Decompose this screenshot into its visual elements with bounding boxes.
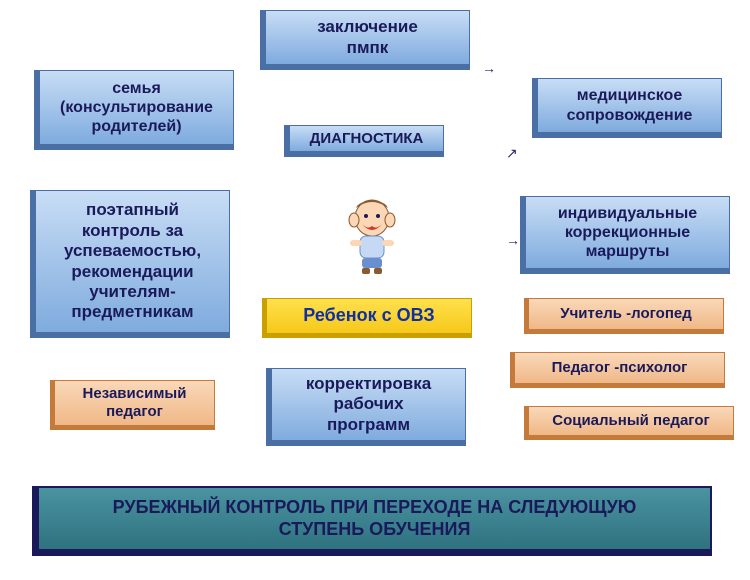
box-logoped: Учитель -логопед: [524, 298, 724, 334]
box-milestone-control: РУБЕЖНЫЙ КОНТРОЛЬ ПРИ ПЕРЕХОДЕ НА СЛЕДУЮ…: [32, 486, 712, 556]
box-stage-control: поэтапныйконтроль зауспеваемостью,рекоме…: [30, 190, 230, 338]
box-social-ped: Социальный педагог: [524, 406, 734, 440]
box-independent-ped: Независимыйпедагог: [50, 380, 215, 430]
arrow-icon: →: [482, 60, 496, 76]
arrow-icon: →: [506, 232, 520, 248]
arrow-icon: ↗: [506, 145, 518, 162]
box-family: семья(консультированиеродителей): [34, 70, 234, 150]
box-child-label: Ребенок с ОВЗ: [262, 298, 472, 338]
box-diagnostics: ДИАГНОСТИКА: [284, 125, 444, 157]
box-individual-routes: индивидуальныекоррекционныемаршруты: [520, 196, 730, 274]
box-program-adjust: корректировкарабочихпрограмм: [266, 368, 466, 446]
child-icon: [336, 196, 408, 276]
box-medical: медицинскоесопровождение: [532, 78, 722, 138]
box-conclusion-pmpk: заключениепмпк: [260, 10, 470, 70]
box-psycholog: Педагог -психолог: [510, 352, 725, 388]
